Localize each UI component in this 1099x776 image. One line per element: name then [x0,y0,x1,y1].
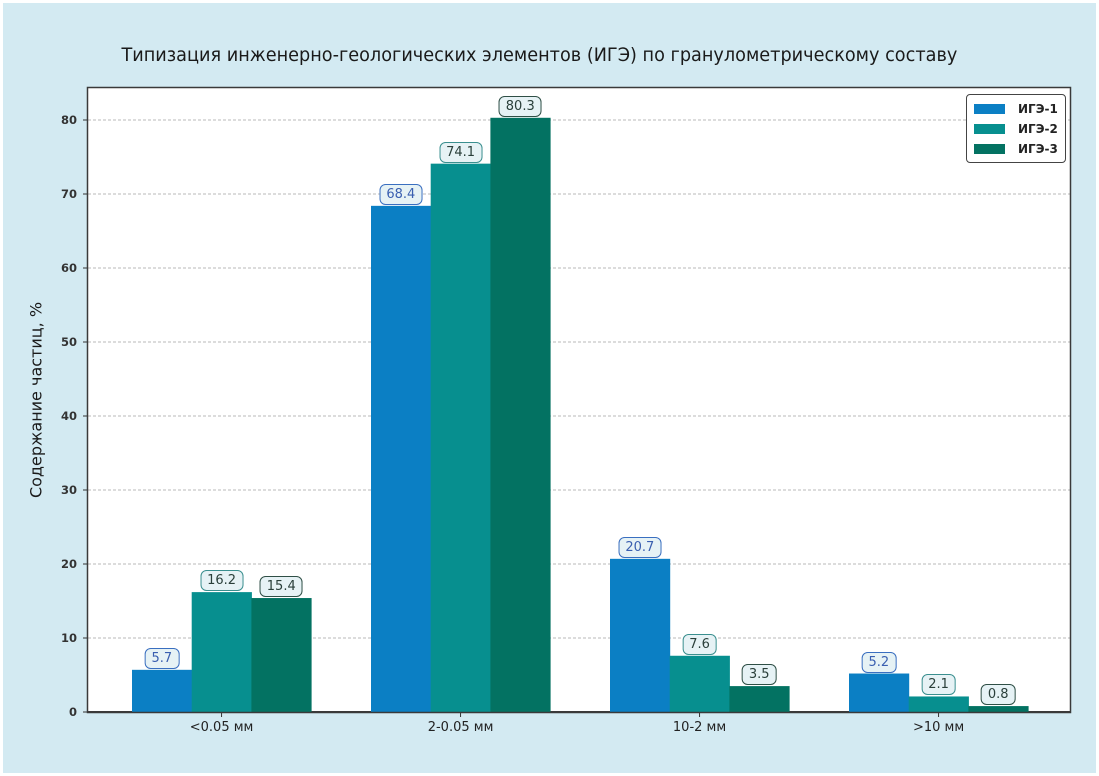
value-label: 3.5 [741,664,777,686]
value-label: 16.2 [200,570,244,592]
y-tick-label: 50 [60,335,77,349]
value-label: 68.4 [379,183,423,205]
bar [371,205,432,712]
bar [729,686,790,712]
legend-label-ige2: ИГЭ-2 [1018,122,1058,136]
legend-label-ige1: ИГЭ-1 [1018,102,1058,116]
legend-swatch-ige3 [974,144,1005,154]
value-label: 7.6 [682,633,717,655]
bar [430,163,491,712]
y-tick-label: 0 [68,705,77,719]
y-tick-label: 80 [60,113,77,127]
bar [490,117,551,712]
legend-swatch-ige1 [974,104,1005,114]
value-label: 5.7 [144,647,180,669]
y-tick-label: 60 [60,261,77,275]
legend-swatch-ige2 [974,124,1005,134]
bar [251,598,312,712]
bar [908,696,969,712]
bar [191,592,252,712]
legend-item-ige2: ИГЭ-2 [974,120,1058,138]
x-tick-label: 2-0.05 мм [427,720,494,735]
y-tick-label: 70 [60,187,77,201]
bar [610,558,671,712]
value-label: 5.2 [861,651,897,673]
legend-item-ige3: ИГЭ-3 [974,140,1058,158]
bar [968,706,1029,712]
value-label: 74.1 [439,141,483,163]
y-tick-label: 10 [60,631,77,645]
chart-title: Типизация инженерно-геологических элемен… [121,44,958,66]
bar [849,673,910,712]
legend: ИГЭ-1 ИГЭ-2 ИГЭ-3 [966,94,1066,163]
value-label: 15.4 [259,576,303,598]
value-label: 20.7 [618,536,662,558]
y-tick-label: 40 [60,409,77,423]
x-tick-label: 10-2 мм [672,720,727,735]
bar [669,655,730,712]
legend-label-ige3: ИГЭ-3 [1018,142,1058,156]
bar [132,669,193,712]
y-tick-label: 20 [60,557,77,571]
legend-item-ige1: ИГЭ-1 [974,100,1058,118]
value-label: 0.8 [980,684,1016,706]
y-tick-label: 30 [60,483,77,497]
x-tick-label: >10 мм [912,720,965,735]
value-label: 80.3 [498,95,542,117]
x-tick-label: <0.05 мм [189,720,254,735]
value-label: 2.1 [921,674,956,696]
